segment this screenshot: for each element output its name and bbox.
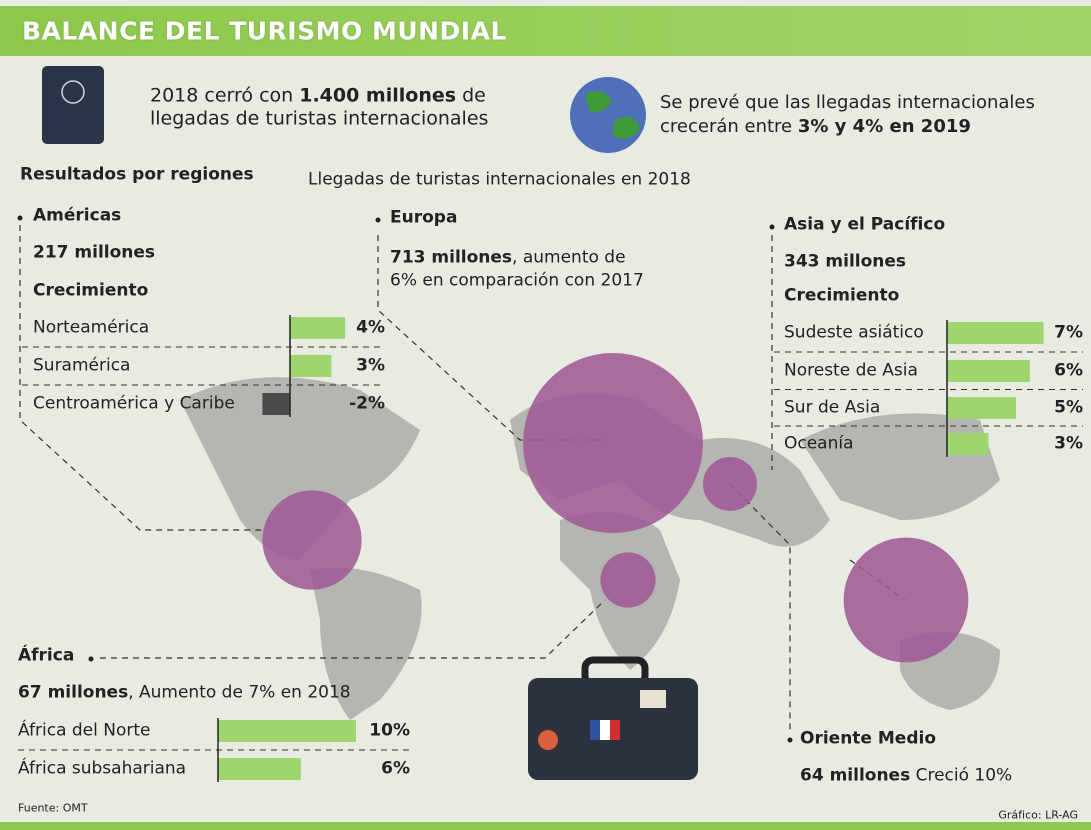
credit: Gráfico: LR-AG bbox=[998, 808, 1078, 822]
growth-label: Crecimiento bbox=[784, 285, 900, 306]
forecast-text-part: 3% y 4% en 2019 bbox=[797, 116, 971, 137]
intro-text: 2018 cerró con 1.400 millones de bbox=[150, 84, 486, 107]
region-name: Asia y el Pacífico bbox=[784, 214, 946, 235]
region-name: Oriente Medio bbox=[800, 728, 936, 749]
intro-text-part: 1.400 millones bbox=[299, 84, 457, 107]
value-label: 4% bbox=[356, 317, 385, 338]
bar bbox=[947, 360, 1030, 382]
forecast-text-part: crecerán entre bbox=[660, 116, 798, 137]
title-band bbox=[0, 6, 1091, 56]
bar bbox=[290, 317, 346, 339]
footer-band bbox=[0, 822, 1091, 830]
source: Fuente: OMT bbox=[18, 801, 88, 815]
region-name: Europa bbox=[390, 207, 458, 228]
value-label: 10% bbox=[369, 720, 410, 741]
arrivals-bubble bbox=[600, 552, 656, 608]
bar bbox=[947, 397, 1016, 419]
region-text: , Aumento de 7% en 2018 bbox=[128, 682, 351, 703]
intro-text-part: 2018 cerró con bbox=[150, 84, 300, 107]
item-name: Sur de Asia bbox=[784, 397, 881, 418]
intro-text-part: de bbox=[456, 84, 486, 107]
bar bbox=[947, 322, 1044, 344]
passport-icon bbox=[42, 66, 104, 144]
bullet bbox=[769, 224, 775, 230]
bar bbox=[262, 393, 290, 415]
region-text: 64 millones bbox=[800, 765, 911, 786]
item-name: Oceanía bbox=[784, 433, 854, 454]
item-name: África subsahariana bbox=[18, 758, 187, 779]
item-name: Norteamérica bbox=[33, 317, 150, 338]
bar bbox=[218, 720, 356, 742]
bullet bbox=[88, 656, 94, 662]
section-subtitle: Llegadas de turistas internacionales en … bbox=[308, 169, 691, 190]
bar bbox=[947, 433, 989, 455]
region-detail: 6% en comparación con 2017 bbox=[390, 270, 644, 291]
value-label: 3% bbox=[356, 355, 385, 376]
item-name: Sudeste asiático bbox=[784, 322, 924, 343]
region-arrivals: 67 millones, Aumento de 7% en 2018 bbox=[18, 682, 351, 703]
bar bbox=[218, 758, 301, 780]
region-arrivals: 713 millones, aumento de bbox=[390, 247, 626, 268]
region-arrivals: 343 millones bbox=[784, 251, 907, 272]
bullet bbox=[787, 737, 793, 743]
value-label: 7% bbox=[1054, 322, 1083, 343]
globe-icon bbox=[570, 77, 646, 153]
item-name: Suramérica bbox=[33, 355, 131, 376]
bar bbox=[290, 355, 332, 377]
region-arrivals: 64 millones Creció 10% bbox=[800, 765, 1013, 786]
bullet bbox=[17, 215, 23, 221]
region-text: 67 millones bbox=[18, 682, 129, 703]
forecast-text: Se prevé que las llegadas internacionale… bbox=[660, 92, 1035, 113]
section-title: Resultados por regiones bbox=[20, 164, 254, 185]
region-arrivals: 217 millones bbox=[33, 242, 156, 263]
growth-label: Crecimiento bbox=[33, 280, 149, 301]
region-arrivals: 713 millones bbox=[390, 247, 513, 268]
title: BALANCE DEL TURISMO MUNDIAL bbox=[22, 16, 507, 46]
passport-globe bbox=[61, 80, 85, 104]
globe-land bbox=[585, 91, 640, 139]
region-name: Américas bbox=[33, 205, 122, 226]
region-name: África bbox=[18, 645, 75, 666]
arrivals-bubble bbox=[843, 537, 969, 663]
suitcase-icon bbox=[528, 656, 698, 780]
value-label: -2% bbox=[349, 393, 385, 414]
value-label: 5% bbox=[1054, 397, 1083, 418]
item-name: Noreste de Asia bbox=[784, 360, 918, 381]
arrivals-bubble bbox=[523, 353, 703, 533]
arrivals-bubble bbox=[703, 457, 757, 511]
value-label: 6% bbox=[381, 758, 410, 779]
arrivals-bubble bbox=[262, 490, 362, 590]
item-name: Centroamérica y Caribe bbox=[33, 393, 235, 414]
intro-text: llegadas de turistas internacionales bbox=[150, 107, 489, 130]
region-detail: , aumento de bbox=[512, 247, 626, 268]
value-label: 3% bbox=[1054, 433, 1083, 454]
region-text: Creció 10% bbox=[910, 765, 1013, 786]
bullet bbox=[375, 217, 381, 223]
item-name: África del Norte bbox=[18, 720, 151, 741]
forecast-text: crecerán entre 3% y 4% en 2019 bbox=[660, 118, 971, 136]
value-label: 6% bbox=[1054, 360, 1083, 381]
